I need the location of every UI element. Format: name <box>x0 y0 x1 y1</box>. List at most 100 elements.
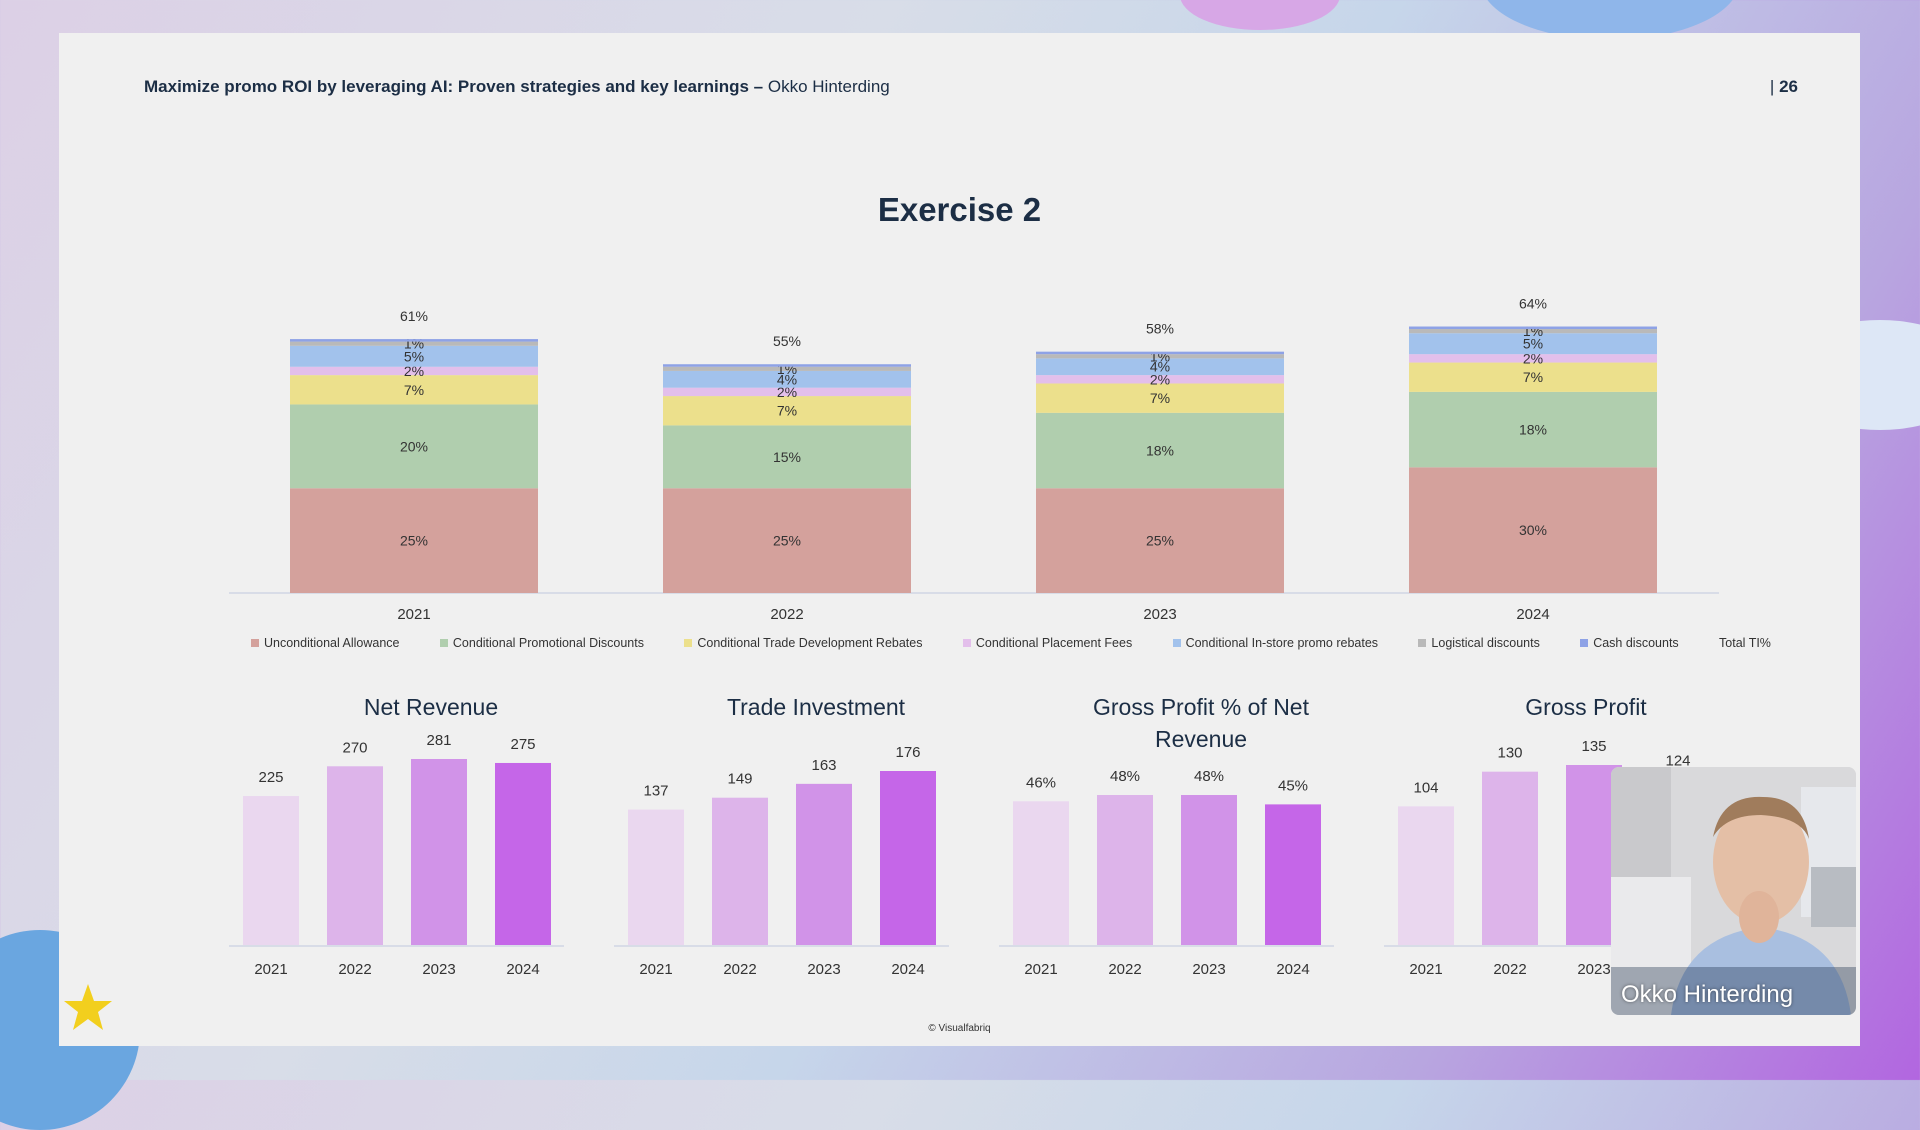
stacked-bar-segment <box>290 341 538 346</box>
stacked-total-label: 58% <box>1146 321 1174 337</box>
gross-profit-pct-title: Gross Profit % of Net Revenue <box>1092 694 1309 752</box>
trade-investment-x-tick-label: 2023 <box>807 961 840 978</box>
stacked-bar-segment <box>1036 351 1284 355</box>
stacked-bar-segment <box>1036 358 1284 376</box>
gross-profit-bar <box>1482 771 1538 945</box>
legend-item: Cash discounts <box>1580 636 1679 650</box>
trade-investment-bar <box>880 771 936 945</box>
stacked-bar-segment <box>1409 467 1657 593</box>
exercise-title: Exercise 2 <box>877 191 1042 228</box>
legend-item: Logistical discounts <box>1418 636 1540 650</box>
net-revenue-value-label: 275 <box>510 736 535 753</box>
stacked-segment-label: 18% <box>1519 422 1547 438</box>
stacked-bar-segment <box>1036 375 1284 384</box>
trade-investment-x-tick-label: 2021 <box>639 961 672 978</box>
stacked-segment-label: 25% <box>1146 533 1174 549</box>
stacked-segment-label: 7% <box>404 382 424 398</box>
legend-swatch <box>1580 639 1589 647</box>
legend-label: Logistical discounts <box>1431 636 1540 650</box>
stacked-bar-segment <box>1036 488 1284 593</box>
legend-label: Unconditional Allowance <box>264 636 400 650</box>
net-revenue-x-tick-label: 2024 <box>506 961 539 978</box>
stacked-bar-segment <box>663 488 911 593</box>
star-icon <box>62 982 114 1039</box>
trade-investment-value-label: 149 <box>727 771 752 788</box>
presentation-slide: Maximize promo ROI by leveraging AI: Pro… <box>59 33 1860 1046</box>
stacked-segment-label: 1% <box>1523 323 1543 339</box>
stacked-bar-segment <box>1409 326 1657 330</box>
gross-profit-pct-bar <box>1181 795 1237 945</box>
legend-label: Conditional In-store promo rebates <box>1185 636 1379 650</box>
stacked-segment-label: 1% <box>1150 348 1170 364</box>
gross-profit-pct-x-tick-label: 2024 <box>1276 961 1309 978</box>
stacked-segment-label: 7% <box>1150 390 1170 406</box>
gross-profit-x-tick-label: 2022 <box>1493 961 1526 978</box>
stacked-segment-label: 1% <box>404 336 424 352</box>
net-revenue-title: Net Revenue <box>363 694 499 720</box>
stacked-segment-label: 5% <box>1523 336 1543 352</box>
stacked-x-tick-label: 2024 <box>1516 606 1549 623</box>
trade-investment-x-tick-label: 2022 <box>723 961 756 978</box>
legend-label: Conditional Placement Fees <box>975 636 1133 650</box>
gross-profit-pct-bar <box>1013 801 1069 945</box>
charts-canvas: 25%20%7%2%5%1%61%202125%15%7%2%4%1%55%20… <box>229 296 1719 978</box>
legend-item: Conditional In-store promo rebates <box>1172 636 1379 650</box>
stacked-x-tick-label: 2022 <box>770 606 803 623</box>
stacked-segment-label: 4% <box>777 371 797 387</box>
stacked-segment-label: 7% <box>777 403 797 419</box>
legend-swatch <box>1418 639 1427 647</box>
stacked-segment-label: 5% <box>404 348 424 364</box>
trade-investment-title: Trade Investment <box>726 694 906 720</box>
stacked-segment-label: 4% <box>1150 359 1170 375</box>
background-blob <box>1180 0 1340 30</box>
trade-investment-value-label: 176 <box>895 744 920 761</box>
legend-label: Conditional Promotional Discounts <box>452 636 644 650</box>
net-revenue-x-tick-label: 2021 <box>254 961 287 978</box>
stacked-bar-segment <box>663 366 911 371</box>
legend-swatch <box>684 639 693 647</box>
stacked-bar-segment <box>663 387 911 397</box>
header-author: Okko Hinterding <box>767 77 890 96</box>
gross-profit-value-label: 124 <box>1665 753 1690 770</box>
stacked-segment-label: 1% <box>777 361 797 377</box>
stacked-bar-segment <box>1409 329 1657 334</box>
trade-investment-bar <box>628 809 684 945</box>
webcam-overlay: Okko Hinterding <box>1611 767 1856 1015</box>
stacked-bar-segment <box>290 366 538 376</box>
stacked-total-label: 55% <box>773 333 801 349</box>
gross-profit-pct-bar <box>1097 795 1153 945</box>
stacked-segment-label: 7% <box>1523 369 1543 385</box>
legend-swatch <box>1172 639 1181 647</box>
trade-investment-x-tick-label: 2024 <box>891 961 924 978</box>
gross-profit-value-label: 104 <box>1413 779 1438 796</box>
stacked-bar-segment <box>290 375 538 405</box>
stacked-segment-label: 2% <box>777 384 797 400</box>
stacked-segment-label: 15% <box>773 449 801 465</box>
stacked-bar-segment <box>290 345 538 367</box>
stacked-segment-label: 25% <box>773 533 801 549</box>
stacked-segment-label: 2% <box>404 363 424 379</box>
stacked-bar-segment <box>290 488 538 593</box>
presenter-name: Okko Hinterding <box>1621 981 1794 1008</box>
page-prefix: | <box>1769 77 1775 96</box>
stacked-segment-label: 25% <box>400 533 428 549</box>
presenter-video <box>1611 767 1856 1015</box>
legend-item: Conditional Placement Fees <box>962 636 1133 650</box>
gross-profit-pct-value-label: 46% <box>1026 774 1056 791</box>
net-revenue-bar <box>411 759 467 945</box>
stacked-bar-segment <box>1409 391 1657 468</box>
net-revenue-bar <box>327 766 383 945</box>
gross-profit-title: Gross Profit <box>1525 694 1647 720</box>
stacked-bar-segment <box>1036 354 1284 359</box>
stacked-bar-segment <box>1036 383 1284 413</box>
stacked-bar-segment <box>663 425 911 489</box>
stacked-segment-label: 18% <box>1146 443 1174 459</box>
net-revenue-x-tick-label: 2022 <box>338 961 371 978</box>
gross-profit-pct-value-label: 48% <box>1110 768 1140 785</box>
legend-item: Unconditional Allowance <box>251 636 400 650</box>
stacked-chart-legend: Unconditional Allowance Conditional Promo… <box>251 636 1771 650</box>
legend-label: Conditional Trade Development Rebates <box>697 636 923 650</box>
trade-investment-bar <box>712 797 768 945</box>
stacked-segment-label: 2% <box>1150 371 1170 387</box>
gross-profit-x-tick-label: 2023 <box>1577 961 1610 978</box>
